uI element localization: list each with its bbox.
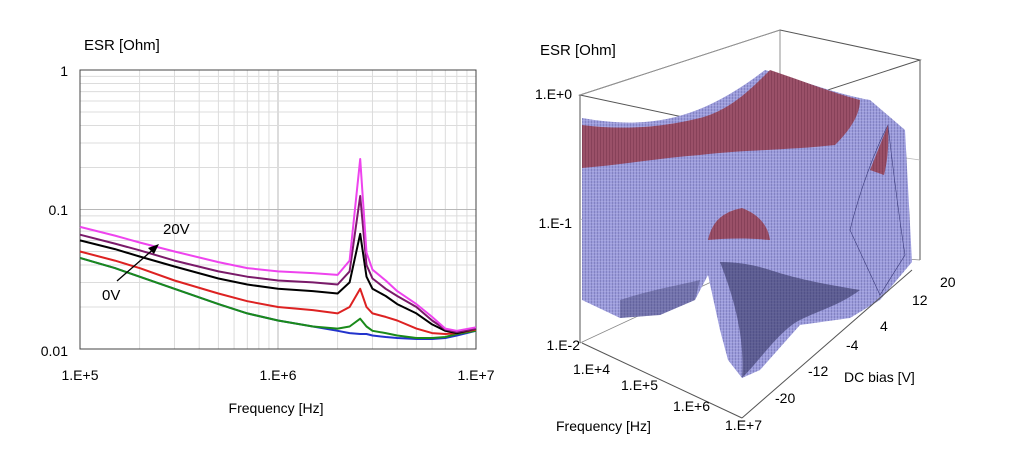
esr-surface-chart: ESR [Ohm] 1.E+0 1.E-1 1.E-2 1.E+4 1.E+5 …: [535, 29, 956, 434]
x-axis-label: Frequency [Hz]: [229, 400, 324, 416]
bias-arrow: [116, 246, 157, 282]
series-line-6: [79, 158, 477, 332]
y-tick-label: 12: [912, 292, 928, 308]
surface-valley-left: [620, 280, 700, 318]
bias-axis-line: [741, 269, 913, 419]
surface-high-region: [582, 70, 860, 168]
z-tick-label: 1.E-1: [539, 215, 573, 231]
x-tick-label: 1.E+4: [573, 361, 610, 377]
x-tick-label: 1.E+5: [62, 367, 99, 383]
y-tick-label: -4: [846, 337, 859, 353]
y-tick-label: 0.1: [49, 202, 69, 218]
series-line-4: [79, 232, 477, 335]
x-tick-label: 1.E+6: [260, 367, 297, 383]
series-line-5: [79, 195, 477, 334]
plot-frame: [79, 69, 477, 350]
y-tick-label: 1: [60, 63, 68, 79]
x-tick-label: 1.E+7: [725, 417, 762, 433]
frequency-axis-line: [581, 342, 743, 419]
annotation-0v: 0V: [102, 287, 120, 304]
y-tick-label: 4: [880, 318, 888, 334]
z-tick-label: 1.E+0: [535, 86, 572, 102]
y-tick-label: 20: [940, 274, 956, 290]
x-axis-label: Frequency [Hz]: [556, 418, 651, 434]
grid: [80, 70, 476, 349]
annotation-20v: 20V: [163, 221, 190, 238]
esr-line-chart: ESR [Ohm] 0.01 0.1 1 1.E+5 1.E+6 1.E+7 F…: [41, 37, 495, 416]
gridline: [579, 29, 781, 96]
z-tick-label: 1.E-2: [547, 337, 581, 353]
y-axis-label: ESR [Ohm]: [84, 37, 160, 54]
x-tick-label: 1.E+7: [458, 367, 495, 383]
z-axis-label: ESR [Ohm]: [540, 42, 616, 59]
y-axis-label: DC bias [V]: [844, 369, 915, 385]
series-line-3: [79, 250, 477, 335]
y-tick-label: -12: [808, 363, 828, 379]
x-tick-label: 1.E+5: [621, 377, 658, 393]
y-tick-label: -20: [775, 390, 795, 406]
x-tick-label: 1.E+6: [673, 398, 710, 414]
series-line-2: [79, 256, 477, 339]
bias-arrow-head: [148, 244, 159, 254]
surface-ridge: [708, 208, 770, 240]
series-lines: [79, 158, 477, 340]
surface-peak-tip: [870, 125, 889, 175]
y-tick-label: 0.01: [41, 343, 68, 359]
surface-valley: [720, 262, 860, 378]
surface-right-peak: [849, 123, 906, 296]
